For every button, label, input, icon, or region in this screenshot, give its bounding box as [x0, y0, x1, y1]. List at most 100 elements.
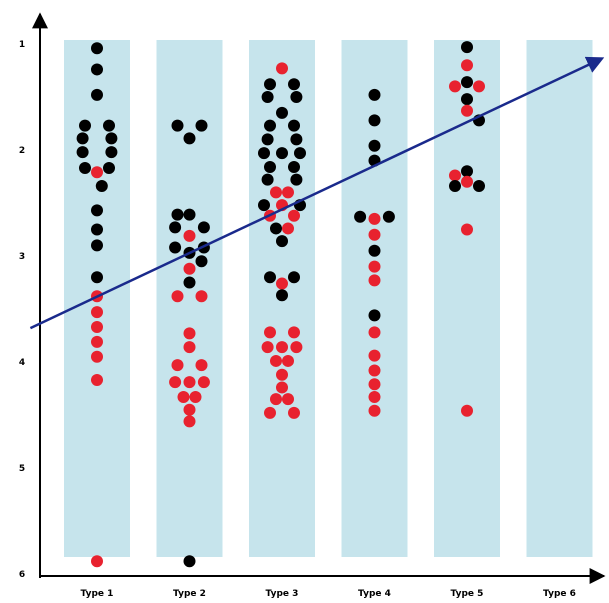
point-type-2-red-41 — [183, 341, 196, 354]
point-type-3-red-91 — [276, 381, 288, 394]
x-axis-labels: Type 1 Type 2 Type 3 Type 4 Type 5 Type 6 — [81, 589, 576, 599]
point-type-3-black-65 — [264, 160, 276, 173]
point-type-2-black-28 — [183, 208, 196, 221]
point-type-3-red-94 — [264, 406, 276, 419]
y-tick-label-1: 1 — [19, 40, 25, 50]
point-type-3-red-77 — [282, 222, 294, 235]
point-type-2-black-26 — [183, 132, 196, 145]
point-type-3-black-68 — [290, 173, 303, 186]
point-type-4-black-102 — [382, 210, 395, 223]
point-type-1-black-8 — [105, 146, 118, 159]
point-type-3-black-54 — [288, 78, 300, 91]
point-type-3-red-93 — [282, 393, 294, 406]
category-bands — [64, 40, 593, 557]
band-type-6 — [526, 40, 593, 557]
point-type-4-red-105 — [368, 260, 381, 273]
point-type-2-red-44 — [169, 376, 182, 389]
point-type-2-red-38 — [171, 290, 184, 303]
band-type-5 — [434, 40, 500, 557]
point-type-2-black-29 — [169, 221, 182, 234]
point-type-3-black-57 — [276, 106, 288, 119]
point-type-2-black-37 — [183, 276, 196, 289]
point-type-4-red-113 — [368, 404, 381, 417]
point-type-3-black-56 — [290, 91, 303, 103]
point-type-4-black-107 — [368, 309, 381, 322]
point-type-3-red-92 — [270, 393, 282, 406]
point-type-2-red-39 — [195, 290, 208, 303]
point-type-3-red-83 — [264, 326, 276, 339]
trend-arrow — [29, 56, 605, 330]
point-type-5-red-123 — [449, 169, 461, 182]
point-type-4-red-108 — [368, 326, 381, 339]
point-type-5-black-119 — [461, 93, 473, 106]
point-type-5-black-122 — [461, 165, 473, 178]
y-tick-label-3: 3 — [19, 252, 25, 262]
point-type-1-red-19 — [91, 321, 103, 334]
point-type-3-black-80 — [288, 271, 300, 284]
point-type-2-black-32 — [169, 241, 182, 254]
point-type-1-black-0 — [91, 42, 103, 55]
point-type-5-red-118 — [473, 80, 485, 93]
point-type-3-black-82 — [276, 289, 288, 302]
point-type-5-black-126 — [473, 180, 485, 193]
point-type-1-black-9 — [79, 162, 91, 175]
data-points — [76, 41, 485, 568]
point-type-1-black-5 — [76, 132, 89, 145]
point-type-1-black-1 — [91, 63, 103, 76]
x-tick-label-type-4: Type 4 — [358, 589, 391, 599]
point-type-2-black-25 — [195, 119, 208, 132]
point-type-4-red-110 — [368, 364, 381, 377]
point-type-1-black-6 — [105, 132, 118, 145]
point-type-2-red-42 — [171, 359, 184, 372]
point-type-3-red-87 — [290, 341, 303, 354]
point-type-4-red-103 — [368, 228, 381, 241]
point-type-5-black-114 — [461, 41, 473, 54]
point-type-2-red-36 — [183, 262, 196, 275]
point-type-3-red-89 — [282, 354, 294, 367]
point-type-5-red-127 — [461, 223, 473, 236]
y-tick-label-2: 2 — [19, 146, 25, 156]
point-type-1-red-23 — [91, 555, 103, 568]
y-tick-label-6: 6 — [19, 570, 25, 580]
point-type-3-red-52 — [276, 62, 288, 75]
point-type-1-black-4 — [103, 119, 115, 132]
y-tick-label-4: 4 — [19, 358, 25, 368]
point-type-1-black-2 — [91, 88, 103, 101]
point-type-3-red-95 — [288, 406, 300, 419]
point-type-1-black-7 — [76, 146, 89, 159]
point-type-3-black-53 — [264, 78, 276, 91]
point-type-3-black-61 — [290, 133, 303, 146]
point-type-2-black-27 — [171, 208, 184, 221]
point-type-3-red-90 — [276, 368, 288, 381]
x-tick-label-type-3: Type 3 — [266, 589, 299, 599]
point-type-4-red-109 — [368, 349, 381, 362]
point-type-2-red-45 — [183, 376, 196, 389]
point-type-5-red-120 — [461, 104, 473, 117]
point-type-4-red-112 — [368, 390, 381, 403]
point-type-5-black-117 — [461, 76, 473, 89]
x-tick-label-type-2: Type 2 — [173, 589, 206, 599]
point-type-3-black-67 — [261, 173, 274, 186]
point-type-2-red-46 — [197, 376, 210, 389]
point-type-3-red-88 — [270, 354, 282, 367]
point-type-2-red-49 — [183, 403, 196, 416]
point-type-3-black-64 — [294, 147, 306, 160]
point-type-3-red-69 — [270, 186, 282, 199]
point-type-1-red-10 — [91, 166, 103, 179]
y-tick-label-5: 5 — [19, 464, 25, 474]
point-type-1-black-14 — [91, 223, 103, 236]
point-type-5-red-115 — [461, 59, 473, 72]
point-type-3-black-76 — [270, 222, 282, 235]
point-type-4-red-101 — [368, 212, 381, 225]
x-tick-label-type-6: Type 6 — [543, 589, 576, 599]
point-type-2-red-31 — [183, 229, 196, 242]
point-type-3-red-75 — [288, 209, 300, 222]
point-type-4-red-111 — [368, 378, 381, 391]
point-type-5-red-124 — [461, 175, 473, 188]
point-type-5-red-116 — [449, 80, 461, 93]
point-type-3-black-55 — [261, 91, 274, 103]
point-type-3-black-66 — [288, 160, 300, 173]
point-type-3-black-78 — [276, 235, 288, 248]
x-tick-label-type-1: Type 1 — [81, 589, 114, 599]
